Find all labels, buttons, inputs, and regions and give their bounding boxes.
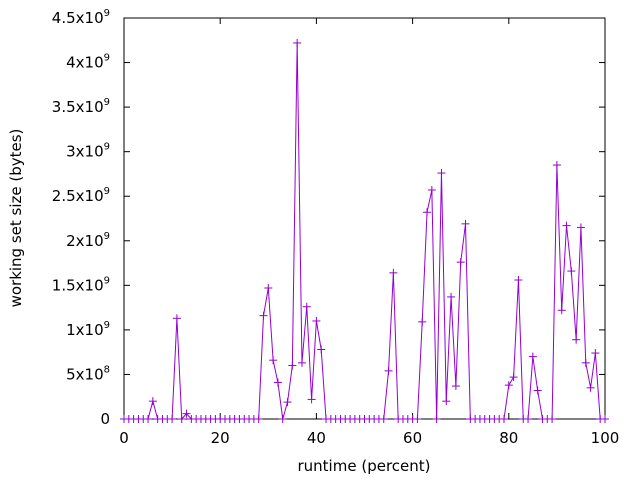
data-point <box>427 185 436 194</box>
data-point <box>504 381 513 390</box>
y-tick-label: 2.5x109 <box>52 186 110 205</box>
data-point <box>177 415 186 423</box>
data-point <box>437 169 446 178</box>
data-point <box>447 292 456 301</box>
series-line <box>124 42 605 421</box>
y-axis-label: working set size (bytes) <box>7 129 25 308</box>
data-point <box>591 349 600 358</box>
data-point <box>384 366 393 375</box>
x-tick-label: 100 <box>591 429 620 447</box>
x-tick-label: 40 <box>307 429 326 447</box>
data-point <box>461 219 470 228</box>
data-point <box>514 275 523 284</box>
data-point <box>601 415 609 423</box>
data-point <box>283 398 292 407</box>
data-point <box>528 352 537 361</box>
y-tick-label: 0 <box>100 410 110 428</box>
data-point <box>432 415 441 423</box>
data-point <box>273 378 282 387</box>
data-point <box>264 284 273 293</box>
data-point <box>293 38 302 47</box>
y-tick-label: 4x109 <box>66 53 110 72</box>
y-tick-label: 1x109 <box>66 320 110 339</box>
data-point <box>423 208 432 217</box>
data-point <box>567 267 576 276</box>
data-point <box>552 161 561 170</box>
data-point <box>413 415 422 423</box>
data-point <box>572 335 581 344</box>
data-point <box>278 415 287 423</box>
data-point <box>586 383 595 392</box>
data-point <box>533 386 542 395</box>
data-point <box>297 358 306 367</box>
x-tick-label: 0 <box>119 429 129 447</box>
data-point <box>562 221 571 230</box>
data-point <box>182 409 191 418</box>
data-point <box>509 373 518 382</box>
y-tick-label: 3.5x109 <box>52 97 110 116</box>
data-point <box>172 314 181 323</box>
data-point <box>576 223 585 232</box>
data-point <box>254 415 263 423</box>
y-axis-ticks: 0 5x108 1x109 1.5x109 2x109 2.5x109 3x109 3.5x1… <box>52 8 605 428</box>
data-point <box>168 415 177 423</box>
data-point <box>302 302 311 311</box>
data-point <box>456 258 465 267</box>
data-point <box>288 361 297 370</box>
x-axis-ticks: 0 20 40 60 80 100 <box>119 18 619 447</box>
data-point <box>581 358 590 367</box>
data-point <box>269 356 278 365</box>
data-point <box>442 397 451 406</box>
series-1 <box>120 38 609 423</box>
x-tick-label: 20 <box>211 429 230 447</box>
y-tick-label: 2x109 <box>66 231 110 250</box>
data-point <box>148 397 157 406</box>
y-tick-label: 5x108 <box>66 364 110 383</box>
data-point <box>418 317 427 326</box>
x-tick-label: 80 <box>499 429 518 447</box>
data-point <box>548 415 557 423</box>
x-tick-label: 60 <box>403 429 422 447</box>
data-point <box>259 311 268 320</box>
data-point <box>451 382 460 391</box>
data-point <box>389 268 398 277</box>
x-axis-label: runtime (percent) <box>298 457 431 475</box>
y-tick-label: 1.5x109 <box>52 275 110 294</box>
y-tick-label: 4.5x109 <box>52 8 110 27</box>
data-point <box>317 345 326 354</box>
data-point <box>307 395 316 404</box>
data-point <box>379 415 388 423</box>
data-point <box>499 415 508 423</box>
data-point <box>312 316 321 325</box>
data-point <box>557 306 566 315</box>
data-point <box>524 415 533 423</box>
data-point <box>144 415 153 423</box>
y-tick-label: 3x109 <box>66 142 110 161</box>
